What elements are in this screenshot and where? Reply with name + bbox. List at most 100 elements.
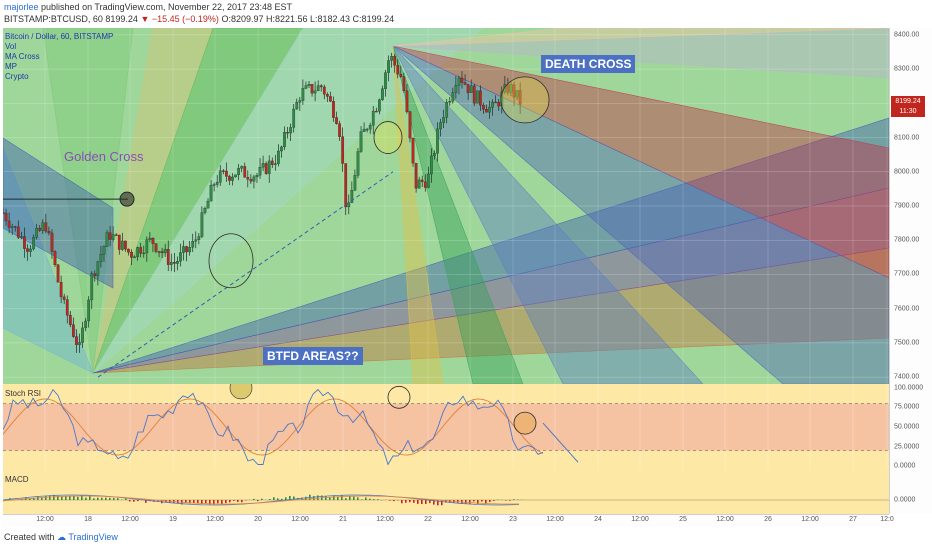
candle-up [491,101,494,108]
price-chart-svg [3,28,889,384]
candle-up [273,163,277,165]
legend-item[interactable]: MP [5,62,17,71]
macd-histogram-bar [509,500,511,501]
candle-down [482,105,485,110]
candle-down [341,136,345,164]
candle-up [307,84,311,86]
macd-histogram-bar [261,498,263,500]
legend-item[interactable]: Vol [5,42,17,51]
candle-down [151,237,155,244]
candle-down [329,96,332,102]
candle-up [371,110,375,126]
rsi-band [3,403,889,451]
price-tick: 7800.00 [894,236,920,244]
candle-up [292,108,296,128]
candle-down [463,82,467,85]
time-tick: 25 [679,516,687,523]
macd-histogram-bar [289,495,291,500]
legend-item[interactable]: MA Cross [5,52,40,61]
candle-up [347,202,351,208]
candle-down [335,117,338,124]
candle-up [436,128,439,154]
tradingview-link[interactable]: TradingView [68,532,118,542]
candle-up [252,176,256,182]
candle-up [209,184,213,202]
candle-up [120,240,124,250]
candle-up [200,212,204,237]
candle-up [206,200,210,209]
gann-fan-wedge [392,45,444,384]
candle-down [185,246,188,253]
macd-histogram-bar [333,496,335,500]
gann-fan-wedge [392,45,524,384]
candle-up [448,101,452,103]
macd-histogram-bar [421,500,423,505]
rsi-k-line [3,388,544,466]
macd-histogram-bar [469,500,471,504]
candle-down [286,132,289,134]
macd-histogram-bar [33,497,35,500]
candle-down [59,281,63,298]
candle-up [350,190,354,203]
price-plot[interactable] [3,28,889,384]
gann-fan-wedge [392,45,889,384]
candle-up [301,88,305,101]
candle-up [197,236,201,240]
candle-down [466,84,470,93]
candle-up [390,56,393,61]
macd-histogram-bar [117,498,119,500]
candle-up [148,237,152,240]
macd-panel[interactable] [3,470,889,514]
candle-up [188,247,192,253]
candle-up [280,146,283,152]
candle-up [102,246,106,255]
candle-down [75,336,78,345]
macd-histogram-bar [409,500,411,503]
candle-up [84,320,87,329]
gann-fan-wedge [3,137,114,289]
candle-down [157,251,161,253]
candle-up [136,247,139,258]
candle-up [313,90,317,94]
macd-histogram-bar [513,499,515,500]
macd-histogram-bar [489,500,491,502]
publish-line: majorlee published on TradingView.com, N… [4,2,292,12]
macd-histogram-bar [93,498,95,500]
candle-down [26,248,29,252]
macd-histogram-bar [413,500,415,503]
time-tick: 12:00 [716,516,734,523]
legend-item[interactable]: Crypto [5,72,29,81]
candle-down [130,251,133,258]
candle-up [35,227,39,238]
macd-histogram-bar [233,500,235,501]
candle-down [4,212,8,222]
candle-down [396,65,400,75]
macd-histogram-bar [405,500,407,503]
rsi-tick: 100.0000 [894,384,924,392]
macd-histogram-bar [477,500,479,504]
candle-up [509,84,513,93]
time-tick: 24 [594,516,602,523]
candle-down [497,101,501,107]
candle-up [145,239,149,254]
price-tick: 8400.00 [894,31,920,39]
candle-down [13,226,17,228]
candle-down [7,220,11,228]
stoch-rsi-panel[interactable] [3,384,889,470]
candle-down [243,166,247,178]
candle-down [246,177,250,180]
time-axis[interactable]: 12:00 18 12:00 19 12:00 20 12:00 21 12:00 22 12:00… [3,514,894,527]
candle-down [479,90,482,106]
candle-up [475,90,479,104]
legend-item[interactable]: Bitcoin / Dollar, 60, BITSTAMP [5,32,114,41]
macd-histogram-bar [105,497,107,500]
author-link[interactable]: majorlee [4,2,39,12]
time-tick: 22 [424,516,432,523]
down-arrow-icon: ▼ [140,14,150,24]
macd-histogram-bar [209,500,211,505]
macd-histogram-bar [185,500,187,503]
stoch-rsi-title: Stoch RSI [5,389,42,398]
candle-up [212,184,216,186]
macd-histogram-bar [437,500,439,506]
candle-down [393,56,397,66]
